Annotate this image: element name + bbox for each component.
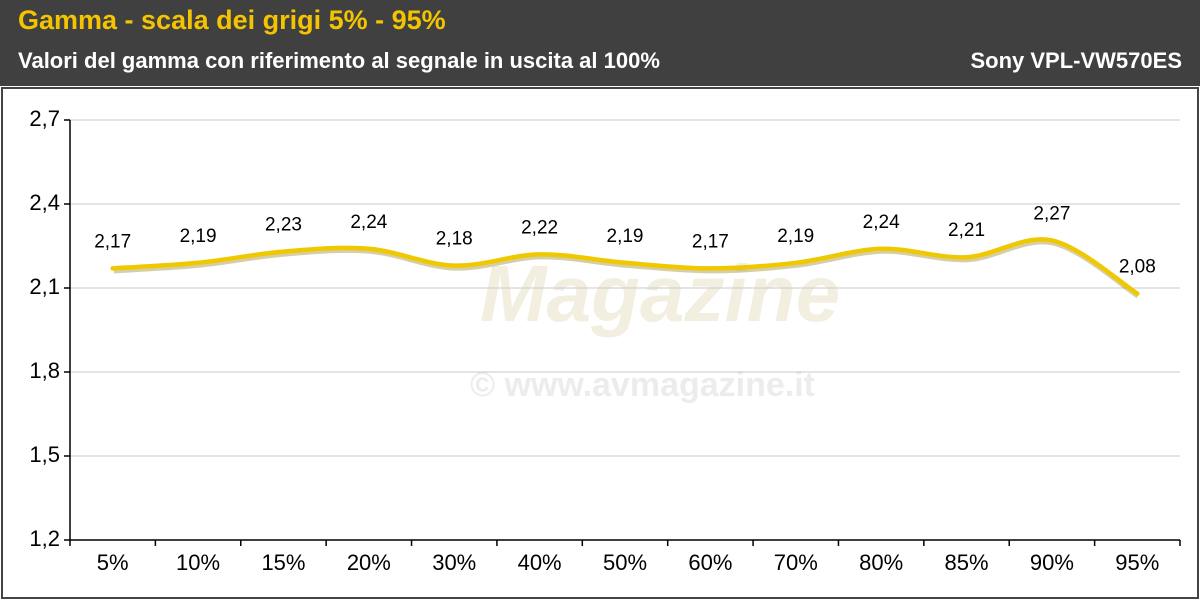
device-name: Sony VPL-VW570ES: [970, 48, 1182, 73]
x-tick-label: 90%: [1030, 550, 1074, 575]
data-label: 2,19: [180, 226, 217, 247]
y-tick-label: 1,8: [29, 358, 60, 383]
x-tick-label: 30%: [432, 550, 476, 575]
x-tick-label: 5%: [97, 550, 129, 575]
chart-title: Gamma - scala dei grigi 5% - 95%: [18, 5, 446, 35]
data-label: 2,22: [521, 217, 558, 238]
data-label: 2,24: [350, 212, 387, 233]
header: [0, 0, 1200, 86]
x-tick-label: 80%: [859, 550, 903, 575]
y-tick-label: 1,2: [29, 526, 60, 551]
data-label: 2,19: [607, 226, 644, 247]
x-tick-label: 70%: [774, 550, 818, 575]
data-label: 2,18: [436, 229, 473, 250]
x-tick-label: 20%: [347, 550, 391, 575]
data-label: 2,27: [1033, 203, 1070, 224]
data-label: 2,24: [863, 212, 900, 233]
plot-frame: [1, 87, 1199, 599]
x-tick-label: 85%: [945, 550, 989, 575]
data-label: 2,23: [265, 215, 302, 236]
data-label: 2,17: [94, 231, 131, 252]
y-tick-label: 1,5: [29, 442, 60, 467]
x-tick-label: 50%: [603, 550, 647, 575]
x-tick-label: 15%: [261, 550, 305, 575]
data-label: 2,08: [1119, 257, 1156, 278]
x-tick-label: 95%: [1115, 550, 1159, 575]
x-tick-label: 40%: [518, 550, 562, 575]
data-label: 2,19: [777, 226, 814, 247]
x-tick-label: 10%: [176, 550, 220, 575]
gamma-line: [110, 237, 1140, 296]
y-tick-label: 2,7: [29, 106, 60, 131]
y-tick-label: 2,1: [29, 274, 60, 299]
data-label: 2,17: [692, 231, 729, 252]
data-label: 2,21: [948, 220, 985, 241]
y-tick-label: 2,4: [29, 190, 60, 215]
x-tick-label: 60%: [688, 550, 732, 575]
chart-subtitle: Valori del gamma con riferimento al segn…: [18, 48, 660, 73]
